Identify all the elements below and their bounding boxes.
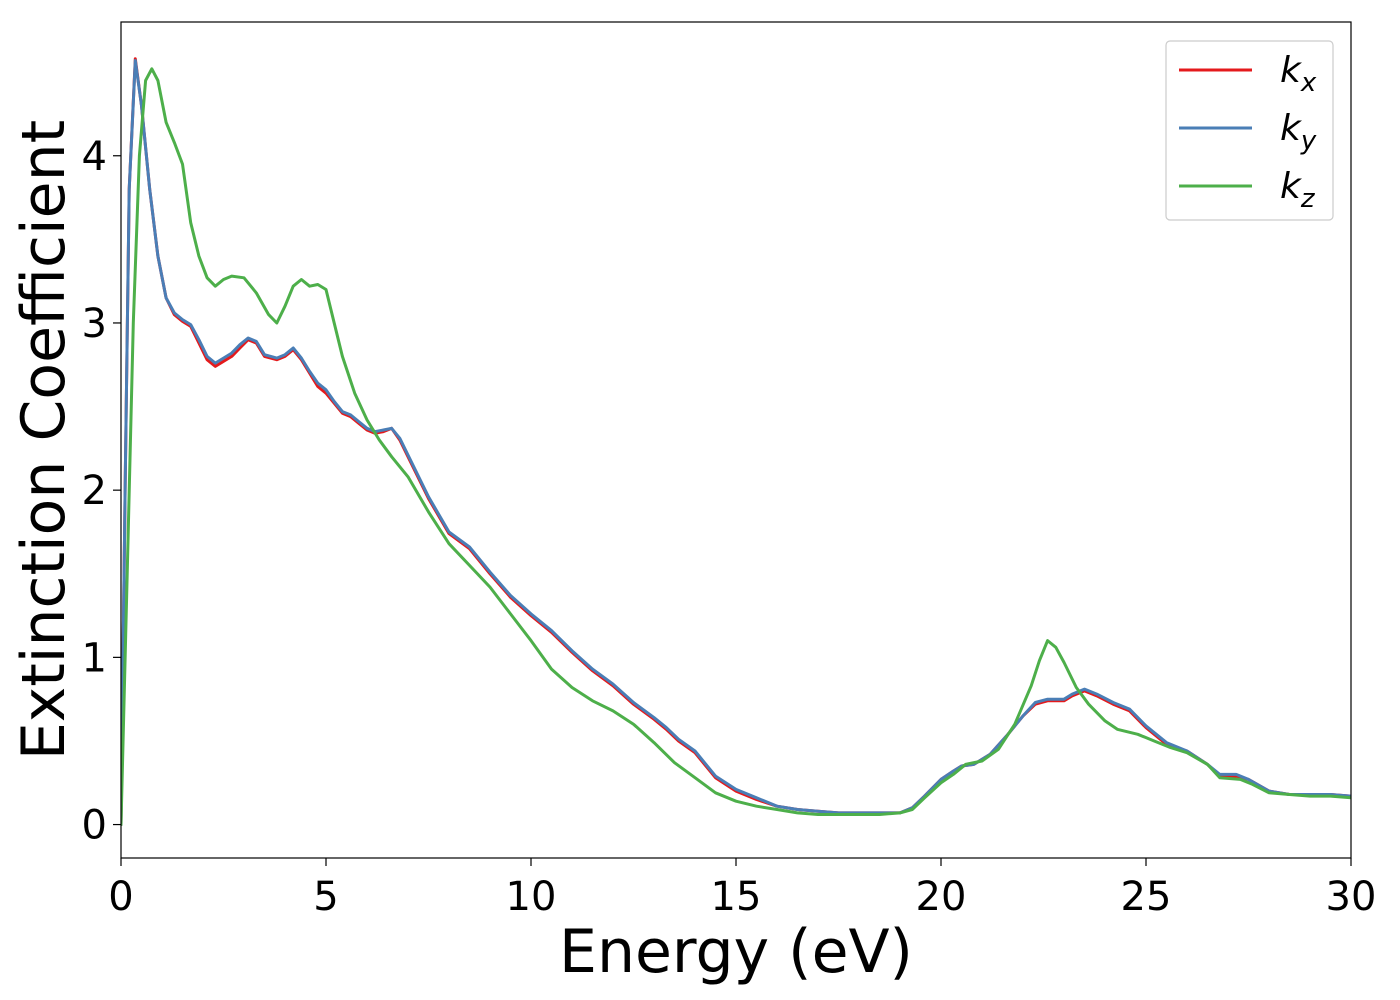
- legend-box: [1165, 40, 1334, 221]
- y-tick-label: 2: [82, 468, 107, 514]
- y-tick-label: 3: [82, 301, 107, 347]
- x-axis-ticks: 0 5 10 15 20 25 30: [108, 858, 1376, 920]
- y-axis-title: Extinction Coefficient: [9, 120, 79, 760]
- x-tick-label: 10: [506, 874, 557, 920]
- y-tick-label: 4: [82, 134, 107, 180]
- legend-label-kz: kz: [1280, 166, 1316, 214]
- legend: kx ky kz: [1165, 40, 1334, 221]
- y-tick-label: 0: [82, 803, 107, 849]
- x-tick-label: 15: [711, 874, 762, 920]
- x-tick-label: 0: [108, 874, 133, 920]
- series-line-ky: [121, 59, 1351, 827]
- x-tick-label: 20: [916, 874, 967, 920]
- series-line-kz: [121, 67, 1351, 827]
- series-lines: [121, 57, 1351, 827]
- legend-label-ky: ky: [1280, 108, 1317, 156]
- x-tick-label: 5: [313, 874, 338, 920]
- x-tick-label: 30: [1326, 874, 1377, 920]
- legend-label-kx: kx: [1280, 50, 1317, 98]
- y-tick-label: 1: [82, 635, 107, 681]
- y-axis-ticks: 0 1 2 3 4: [82, 134, 121, 849]
- x-axis-title: Energy (eV): [559, 917, 913, 987]
- x-tick-label: 25: [1121, 874, 1172, 920]
